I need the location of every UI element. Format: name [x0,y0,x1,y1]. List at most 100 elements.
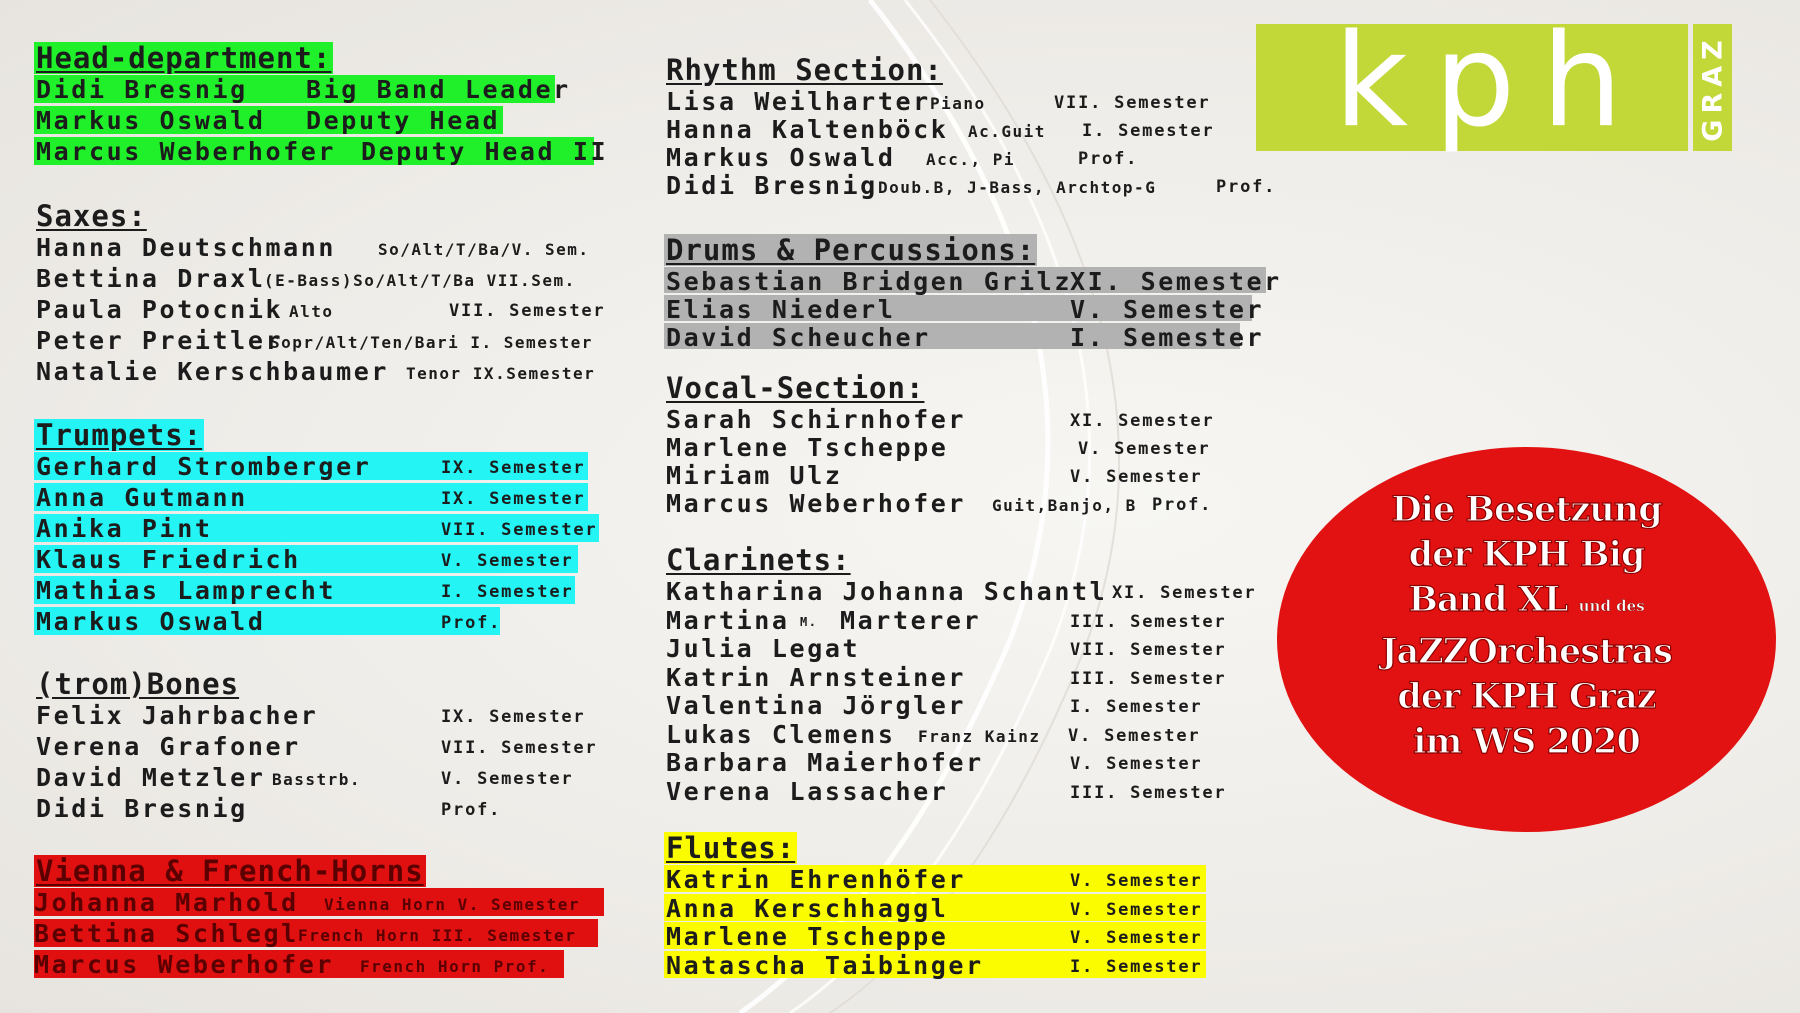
member-name: Bettina Draxl [36,264,266,293]
member-name: Marlene Tscheppe [666,433,949,462]
member-name: Sarah Schirnhofer [666,405,967,434]
circle-line: JaZZOrchestras [1380,630,1673,672]
member-semester: Prof. [1078,149,1139,169]
list-item: Peter Preitler Sopr/Alt/Ten/Bari I. Seme… [34,325,591,356]
list-item: Gerhard Stromberger IX. Semester [34,451,588,482]
member-semester: VII. Semester [1054,93,1211,113]
member-semester: XI. Semester [1070,411,1215,431]
member-instrument: Piano [930,94,986,113]
list-item: Johanna Marhold Vienna Horn V. Semester [34,887,604,918]
section-vocal: Vocal-Section: Sarah Schirnhofer XI. Sem… [664,371,1213,518]
member-semester: XI. Semester [1070,267,1282,296]
member-name: David Scheucher [666,323,931,352]
member-instrument: French Horn Prof. [360,957,550,976]
list-item: Natascha Taibinger I. Semester [664,950,1206,980]
member-semester: V. Semester [1070,295,1265,324]
member-instrument: French Horn III. Semester [298,926,577,945]
list-item: Anna Gutmann IX. Semester [34,482,588,513]
member-semester: Prof. [1216,177,1277,197]
list-item: Felix Jahrbacher IX. Semester [34,700,584,731]
list-item: Didi Bresnig Doub.B, J-Bass, Archtop-G P… [664,170,1274,200]
member-semester: Prof. [441,800,502,820]
logo-green-panel [1256,24,1688,151]
member-semester: I. Semester [1082,121,1215,141]
member-name: Markus Oswald [666,143,896,172]
member-instrument: Doub.B, J-Bass, Archtop-G [878,178,1157,197]
kph-logo: kph GRAZ [1256,18,1732,151]
member-name: Hanna Deutschmann [36,233,337,262]
member-name: Miriam Ulz [666,461,843,490]
member-name: Johanna Marhold [34,888,299,917]
section-bones: (trom)Bones Felix Jahrbacher IX. Semeste… [34,668,596,824]
list-item: David Scheucher I. Semester [664,322,1262,352]
list-item: Marlene Tscheppe V. Semester [664,921,1206,951]
section-title: Drums & Percussions: [664,233,1038,267]
member-instrument: Acc., Pi [926,150,1016,169]
logo-subtext: GRAZ [1697,33,1728,142]
member-semester: Prof. [1152,495,1213,515]
circle-line: Band XL und des [1277,577,1776,629]
circle-line-small: und des [1578,597,1645,616]
member-instrument: Alto [289,302,334,321]
member-semester: VII. Semester [441,738,598,758]
logo-side-panel [1693,24,1732,151]
member-semester: IX. Semester [441,707,586,727]
member-instrument: (E-Bass)So/Alt/T/Ba VII.Sem. [264,271,576,290]
member-semester: V. Semester [441,551,574,571]
member-role: Deputy Head [306,106,501,135]
member-name: Marcus Weberhofer [666,489,967,518]
section-title: Vocal-Section: [666,371,925,405]
member-instrument: Tenor IX.Semester [406,364,596,383]
member-name: Verena Grafoner [36,732,301,761]
member-name: Markus Oswald [36,607,266,636]
list-item: Marlene Tscheppe V. Semester [664,432,1209,462]
section-flutes: Flutes: Katrin Ehrenhöfer V. Semester An… [664,831,1206,980]
list-item: Marcus Weberhofer Guit,Banjo, B Prof. [664,488,1210,518]
member-semester: V. Semester [1070,754,1203,774]
section-title: Clarinets: [666,543,851,577]
list-item: Hanna Deutschmann So/Alt/T/Ba/V. Sem. [34,232,588,263]
member-semester: III. Semester [1070,668,1227,689]
member-instrument: Vienna Horn V. Semester [324,895,581,914]
member-instrument: Sopr/Alt/Ten/Bari I. Semester [270,333,593,352]
list-item: Didi Bresnig Big Band Leader [34,74,568,105]
section-title: Head-department: [34,41,334,75]
list-item: Katrin Arnsteiner III. Semester [664,662,1225,692]
list-item: Bettina Draxl (E-Bass)So/Alt/T/Ba VII.Se… [34,263,574,294]
member-semester: III. Semester [1070,611,1227,632]
member-instrument: Ac.Guit [968,122,1046,141]
member-name: Lukas Clemens [666,719,896,749]
list-item: Katharina Johanna Schantl XI. Semester [664,576,1255,606]
section-title: Vienna & French-Horns [34,854,426,888]
member-name: Bettina Schlegl [34,919,299,948]
circle-line-main: Band XL [1408,578,1569,620]
member-name: Barbara Maierhofer [666,748,984,777]
member-semester: VII. Semester [449,301,606,321]
member-role: Deputy Head II [361,137,609,166]
member-name: Anika Pint [36,514,213,543]
member-name: Sebastian Bridgen Grilz [666,267,1072,296]
list-item: Barbara Maierhofer V. Semester [664,747,1201,777]
section-title: Rhythm Section: [666,53,943,87]
section-saxes: Saxes: Hanna Deutschmann So/Alt/T/Ba/V. … [34,200,604,387]
list-item: Anika Pint VII. Semester [34,513,599,544]
list-item: David Metzler Basstrb. V. Semester [34,762,572,793]
member-name: Anna Kerschhaggl [666,893,949,923]
logo-text: kph [1334,7,1649,156]
member-surname: Marterer [840,605,982,635]
list-item: Sarah Schirnhofer XI. Semester [664,404,1213,434]
section-title: Flutes: [664,831,798,865]
member-semester: V. Semester [1070,899,1203,920]
circle-line: der KPH Big [1408,533,1646,575]
member-name: Anna Gutmann [36,483,248,512]
list-item: Mathias Lamprecht I. Semester [34,575,575,606]
section-horns: Vienna & French-Horns Johanna Marhold Vi… [34,854,604,980]
list-item: Miriam Ulz V. Semester [664,460,1201,490]
member-name: Paula Potocnik [36,295,284,324]
member-semester: VII. Semester [441,520,598,540]
member-name: Lisa Weilharter [666,87,931,116]
member-name: Didi Bresnig [36,794,248,823]
list-item: Lisa Weilharter Piano VII. Semester [664,86,1209,116]
list-item: Hanna Kaltenböck Ac.Guit I. Semester [664,114,1213,144]
circle-title: Die Besetzung der KPH Big Band XL und de… [1277,487,1776,764]
